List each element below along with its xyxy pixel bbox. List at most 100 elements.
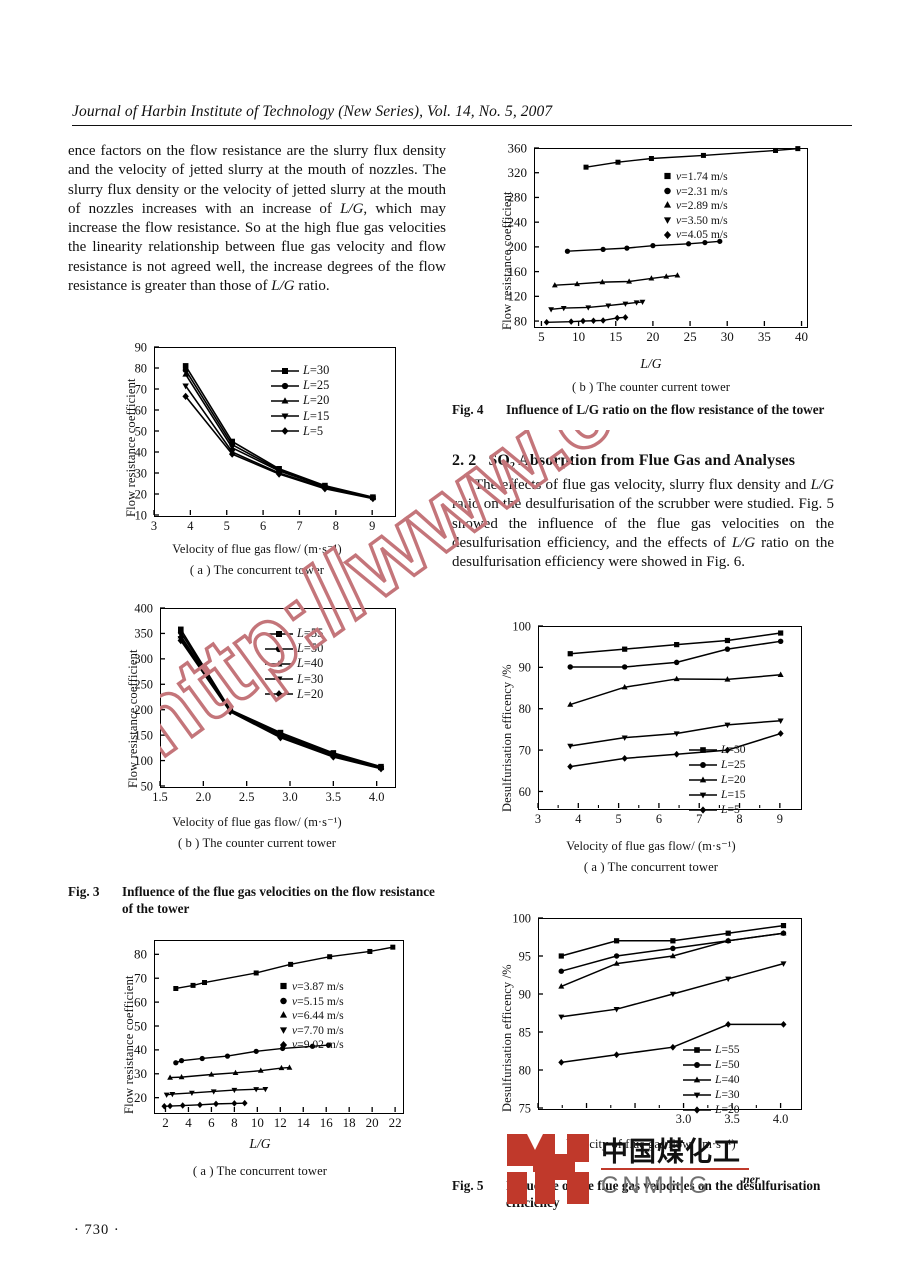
- ytick-label: 160: [508, 264, 528, 279]
- ytick-label: 85: [519, 1025, 531, 1039]
- legend-label: L=30: [297, 671, 324, 686]
- fig4a-ylabel: Flow resistance coefficient: [122, 975, 136, 1114]
- fig3b-frame: [160, 608, 396, 788]
- fig3a-subcaption: ( a ) The concurrent tower: [189, 563, 325, 577]
- ytick-label: 280: [508, 190, 528, 205]
- xtick-label: 5: [224, 519, 230, 533]
- figure-4-caption-text: Influence of L/G ratio on the flow resis…: [506, 402, 825, 417]
- fig3b-subcaption: ( b ) The counter current tower: [177, 836, 337, 850]
- legend-symbol-square-icon: [270, 365, 300, 377]
- xtick-label: 7: [296, 519, 302, 533]
- legend-label: v=7.70 m/s: [292, 1023, 344, 1037]
- running-head: Journal of Harbin Institute of Technolog…: [72, 103, 852, 126]
- ytick-label: 320: [508, 165, 528, 180]
- xtick-label: 12: [274, 1115, 287, 1130]
- fig5a-xlabel: Velocity of flue gas flow/ (m·s⁻¹): [566, 839, 736, 853]
- xtick-label: 2: [162, 1115, 169, 1130]
- legend-item: v=4.05 m/s: [662, 228, 728, 243]
- xtick-label: 20: [646, 329, 659, 344]
- legend-symbol-square-icon: [264, 628, 294, 640]
- fig3a-legend: L=30 L=25 L=20 L=15 L=5: [270, 363, 329, 439]
- fig4b-svg: 5 10 15 20 25 30 35 40 80 120 160 200 240 280 320 360: [508, 140, 809, 344]
- ytick-label: 20: [135, 487, 147, 501]
- ytick-label: 75: [519, 1101, 531, 1115]
- legend-symbol-triangle-down-icon: [270, 410, 300, 422]
- legend-item: L=50: [682, 1057, 740, 1072]
- legend-item: L=5: [270, 424, 329, 439]
- legend-item: L=55: [264, 626, 323, 641]
- figure-3-caption-text: Influence of the flue gas velocities on …: [122, 884, 435, 916]
- xtick-label: 4: [187, 519, 193, 533]
- legend-label: v=1.74 m/s: [676, 170, 728, 183]
- legend-item: L=20: [688, 772, 746, 787]
- fig4b-legend: v=1.74 m/s v=2.31 m/s v=2.89 m/s v=3.50 m/s…: [662, 170, 728, 243]
- figure-4a: 2 4 6 8 10 12 14 16 18 20 22 20 30 40 50 60 70 80 Flow re…: [110, 938, 410, 1178]
- ytick-label: 70: [135, 382, 147, 396]
- legend-label: L=15: [303, 408, 330, 423]
- fig4b-frame: [534, 148, 808, 328]
- fig3b-plot: 1.5 2.0 2.5 3.0 3.5 4.0 50 100 150 200 250 300 350 40…: [112, 601, 402, 814]
- legend-label: L=20: [721, 772, 746, 786]
- figure-3b: 1.5 2.0 2.5 3.0 3.5 4.0 50 100 150 200 250 300 350 40…: [112, 601, 402, 850]
- legend-symbol-square-icon: [682, 1044, 712, 1056]
- legend-label: L=55: [297, 626, 324, 640]
- legend-item: v=3.87 m/s: [278, 980, 344, 995]
- legend-item: v=2.31 m/s: [662, 185, 728, 200]
- cnmhg-logo: 中国煤化工 CNMHG ner: [505, 1132, 795, 1212]
- ytick-label: 60: [135, 403, 147, 417]
- legend-item: L=20: [264, 687, 323, 702]
- fig3a-frame: [154, 347, 396, 517]
- legend-label: v=4.05 m/s: [676, 228, 728, 242]
- legend-item: v=7.70 m/s: [278, 1024, 344, 1039]
- legend-label: v=6.44 m/s: [292, 1009, 344, 1023]
- fig4a-svg: 2 4 6 8 10 12 14 16 18 20 22 20 30 40 50 60 70 80: [134, 944, 402, 1130]
- legend-symbol-diamond-icon: [688, 804, 718, 816]
- legend-label: L=15: [721, 788, 746, 802]
- figure-4-label: Fig. 4: [452, 402, 484, 417]
- legend-label: v=2.89 m/s: [676, 199, 728, 213]
- fig3b-ylabel: Flow resistance coefficient: [126, 649, 140, 788]
- xtick-label: 3: [151, 519, 157, 533]
- xtick-label: 2.0: [196, 790, 212, 804]
- legend-item: v=1.74 m/s: [662, 170, 728, 185]
- legend-item: v=3.50 m/s: [662, 214, 728, 229]
- fig5b-svg: 1.5 2.0 2.5 3.0 3.5 4.0 75 80 85 90 95 100: [512, 911, 788, 1126]
- legend-label: L=20: [303, 393, 330, 408]
- left-column: ence factors on the flow resistance are …: [68, 142, 446, 296]
- xtick-label: 2.5: [239, 790, 255, 804]
- legend-label: L=50: [297, 641, 324, 656]
- ytick-label: 80: [519, 702, 531, 716]
- section-number: 2. 2: [452, 452, 477, 469]
- fig4a-plot: 2 4 6 8 10 12 14 16 18 20 22 20 30 40 50 60 70 80 Flow re…: [110, 938, 410, 1136]
- legend-symbol-triangle-up-icon: [270, 395, 300, 407]
- ytick-label: 200: [508, 239, 528, 254]
- fig4a-frame: [154, 940, 404, 1114]
- fig4a-legend: v=3.87 m/s v=5.15 m/s v=6.44 m/s v=7.70 m/s…: [278, 980, 344, 1053]
- ytick-label: 90: [519, 661, 531, 675]
- cnmhg-rule: [601, 1168, 749, 1170]
- legend-item: L=20: [682, 1103, 740, 1118]
- xtick-label: 5: [616, 812, 622, 826]
- figure-5a: 3 4 5 6 7 8 9 60 70 80 90 100 Desulfurisation effic…: [486, 619, 816, 874]
- ytick-label: 80: [135, 361, 147, 375]
- figure-3-label: Fig. 3: [68, 884, 100, 899]
- ytick-label: 20: [134, 1090, 147, 1105]
- legend-item: v=9.02 m/s: [278, 1038, 344, 1053]
- xtick-label: 1.5: [530, 1112, 546, 1126]
- fig4b-ylabel: Flow resistance coefficient: [500, 191, 514, 330]
- legend-label: L=55: [715, 1042, 740, 1056]
- legend-label: v=2.31 m/s: [676, 184, 728, 198]
- legend-item: L=25: [688, 757, 746, 772]
- legend-label: L=30: [721, 742, 746, 756]
- section-heading-2-2: 2. 2 SO2 Absorption from Flue Gas and Ana…: [452, 452, 834, 472]
- legend-symbol-diamond-icon: [264, 688, 294, 700]
- legend-item: L=5: [688, 803, 746, 818]
- legend-label: v=3.87 m/s: [292, 980, 344, 993]
- legend-item: L=20: [270, 393, 329, 408]
- ytick-label: 30: [134, 1066, 147, 1081]
- legend-label: L=50: [715, 1057, 740, 1071]
- ytick-label: 400: [134, 601, 153, 615]
- fig5b-ylabel: Desulfurisation efficency /%: [500, 964, 514, 1112]
- ytick-label: 200: [134, 703, 153, 717]
